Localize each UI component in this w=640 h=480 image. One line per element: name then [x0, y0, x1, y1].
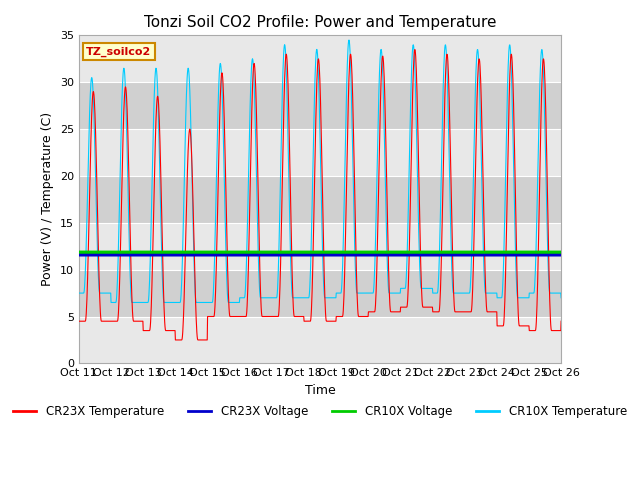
Bar — [79, 270, 561, 316]
Bar — [79, 36, 561, 82]
Bar — [79, 316, 561, 363]
Bar — [79, 129, 561, 176]
X-axis label: Time: Time — [305, 384, 335, 397]
Bar — [79, 176, 561, 223]
Title: Tonzi Soil CO2 Profile: Power and Temperature: Tonzi Soil CO2 Profile: Power and Temper… — [144, 15, 496, 30]
Bar — [79, 82, 561, 129]
Legend: CR23X Temperature, CR23X Voltage, CR10X Voltage, CR10X Temperature: CR23X Temperature, CR23X Voltage, CR10X … — [8, 401, 632, 423]
Bar — [79, 223, 561, 270]
Y-axis label: Power (V) / Temperature (C): Power (V) / Temperature (C) — [42, 112, 54, 287]
Text: TZ_soilco2: TZ_soilco2 — [86, 47, 151, 57]
